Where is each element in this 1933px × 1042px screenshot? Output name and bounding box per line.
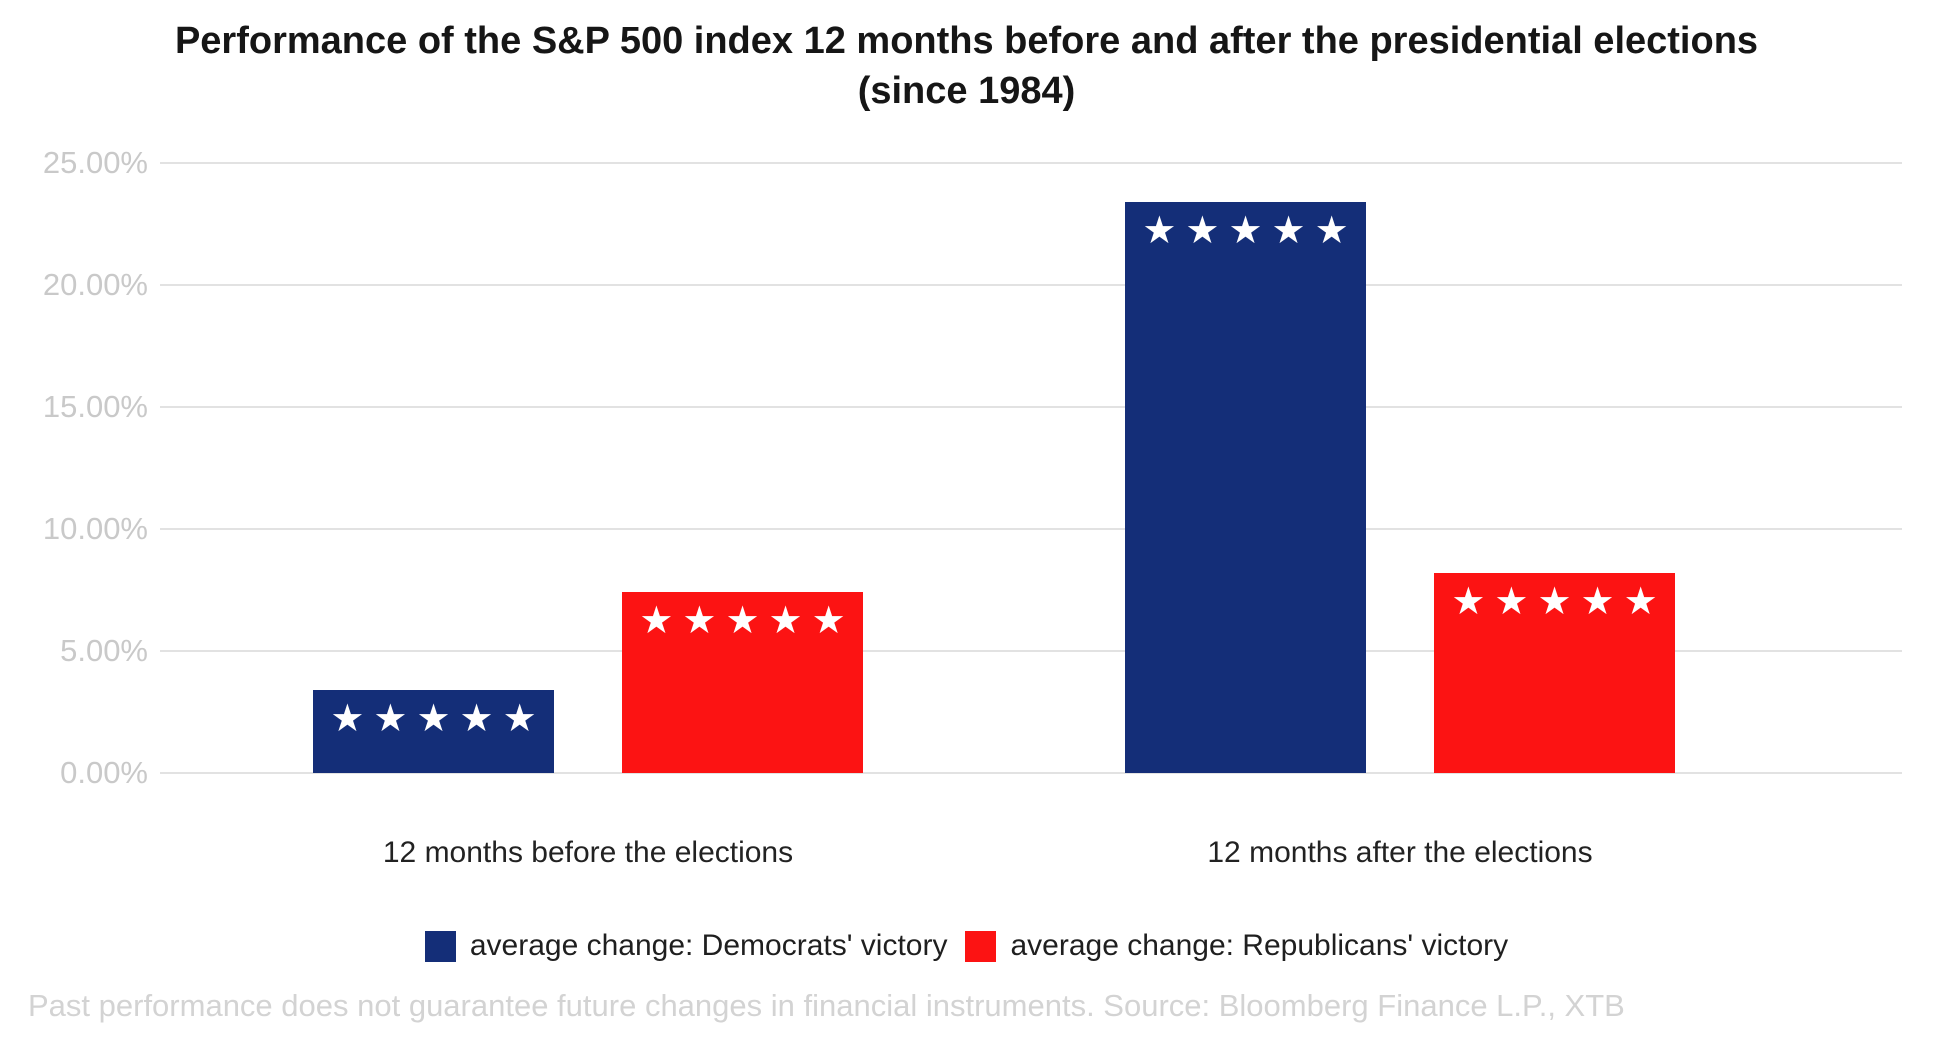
legend-label: average change: Democrats' victory [469,929,948,962]
legend-item-democrats: average change: Democrats' victory [424,929,948,962]
bar-republicans-after: ★★★★★ [1434,572,1675,773]
gridline-20.00% [160,284,1902,286]
legend-swatch-icon [424,930,456,962]
y-axis-tick-label: 15.00% [42,389,148,424]
gridline-5.00% [160,650,1902,652]
chart-footer-disclaimer: Past performance does not guarantee futu… [28,988,1625,1023]
y-axis-tick-label: 5.00% [60,633,148,668]
gridline-0.00% [160,772,1902,774]
gridline-25.00% [160,162,1902,164]
y-axis-tick-label: 10.00% [42,511,148,546]
chart-title-line2: (since 1984) [857,70,1076,112]
chart-title: Performance of the S&P 500 index 12 mont… [0,16,1933,116]
y-axis-tick-label: 0.00% [60,755,148,790]
legend-swatch-icon [965,930,997,962]
bar-stars-decoration: ★★★★★ [1451,580,1667,622]
chart-title-line1: Performance of the S&P 500 index 12 mont… [174,20,1759,62]
y-axis-tick-label: 25.00% [42,145,148,180]
chart-legend: average change: Democrats' victory averag… [0,930,1933,962]
gridline-15.00% [160,406,1902,408]
bar-democrats-before: ★★★★★ [313,690,554,773]
bar-republicans-before: ★★★★★ [622,592,863,773]
bar-democrats-after: ★★★★★ [1125,202,1366,773]
gridline-10.00% [160,528,1902,530]
legend-label: average change: Republicans' victory [1010,929,1509,962]
legend-item-republicans: average change: Republicans' victory [965,930,1508,962]
x-axis-category-label: 12 months before the elections [382,836,794,869]
bar-stars-decoration: ★★★★★ [639,600,855,642]
y-axis-tick-label: 20.00% [42,267,148,302]
x-axis-category-label: 12 months after the elections [1207,836,1593,869]
bar-stars-decoration: ★★★★★ [1142,210,1358,252]
bar-stars-decoration: ★★★★★ [330,698,546,740]
